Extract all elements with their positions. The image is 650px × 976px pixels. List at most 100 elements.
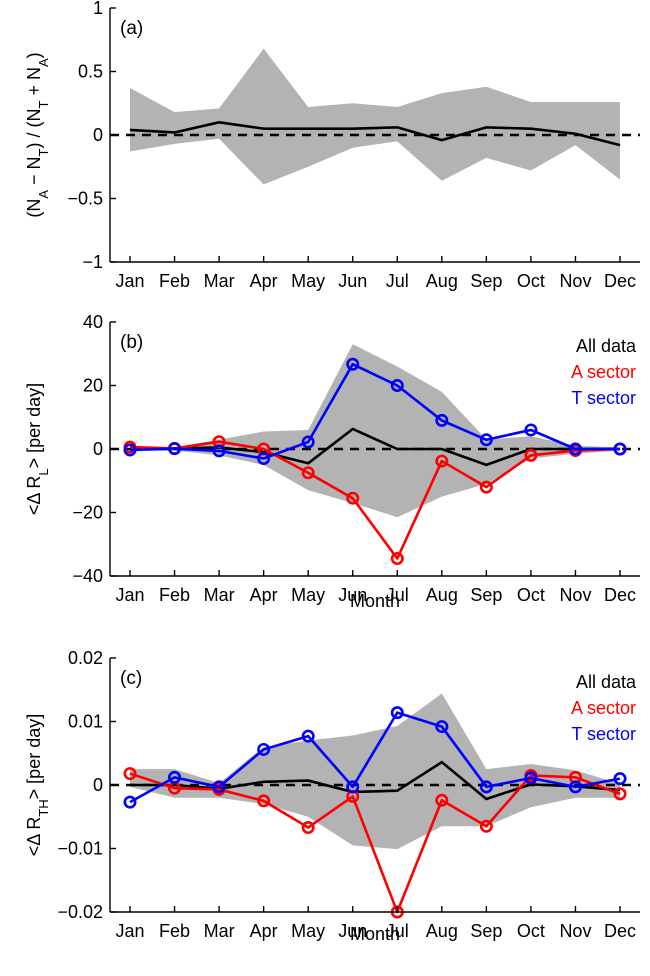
legend-t_sector: T sector (571, 388, 636, 408)
x-tick-label: Mar (204, 585, 235, 605)
data-point-t_sector (390, 378, 404, 392)
data-point-a_sector (613, 787, 627, 801)
y-tick-label: −1 (82, 252, 103, 272)
data-point-a_sector (346, 491, 360, 505)
data-point-a_sector (524, 448, 538, 462)
legend-t_sector: T sector (571, 724, 636, 744)
series-line-t_sector (129, 711, 621, 804)
x-tick-label: Feb (159, 585, 190, 605)
x-tick-label: Feb (159, 271, 190, 291)
data-point-a_sector (257, 794, 271, 808)
x-tick-label: Oct (517, 921, 545, 941)
x-tick-label: Aug (426, 921, 458, 941)
x-tick-label: Dec (604, 585, 636, 605)
x-tick-label: Dec (604, 921, 636, 941)
data-point-a_sector (301, 821, 315, 835)
range-band (130, 48, 620, 185)
data-point-t_sector (524, 771, 538, 785)
y-tick-label: 40 (83, 312, 103, 332)
data-point-a_sector (301, 466, 315, 480)
y-tick-label: −0.5 (67, 189, 103, 209)
y-tick-label: −40 (72, 566, 103, 586)
data-point-t_sector (123, 443, 137, 457)
data-point-t_sector (257, 742, 271, 756)
series-line-t_sector (129, 362, 620, 460)
y-tick-label: 0.02 (68, 648, 103, 668)
x-tick-label: Apr (250, 921, 278, 941)
x-tick-label: Feb (159, 921, 190, 941)
panel-a: −1 −0.5 0 0.5 1 Jan Feb Mar Apr May Jun Jul Aug Sep Oc… (24, 0, 640, 291)
y-tick-label: 0.5 (78, 62, 103, 82)
data-point-a_sector (435, 454, 449, 468)
panel-label: (c) (120, 668, 142, 689)
data-point-t_sector (479, 433, 493, 447)
data-point-a_sector (479, 480, 493, 494)
x-tick-label: Nov (559, 271, 591, 291)
data-point-t_sector (613, 442, 627, 456)
data-point-t_sector (390, 706, 404, 720)
panel-label: (b) (120, 332, 143, 353)
x-tick-label: Oct (517, 585, 545, 605)
data-point-a_sector (435, 793, 449, 807)
data-point-t_sector (301, 435, 315, 449)
x-tick-label: Oct (517, 271, 545, 291)
x-tick-label: Sep (470, 921, 502, 941)
data-point-t_sector (346, 357, 360, 371)
x-tick-label: Sep (470, 271, 502, 291)
y-tick-label: 1 (93, 0, 103, 18)
x-tick-label: May (291, 585, 325, 605)
x-tick-label: Jun (338, 921, 367, 941)
x-tick-label: Jul (386, 585, 409, 605)
y-tick-label: 0 (93, 125, 103, 145)
y-axis-label: <Δ RL> [per day] (24, 383, 51, 515)
y-tick-label: 0.01 (68, 712, 103, 732)
series-line-a_sector (129, 772, 621, 914)
data-point-t_sector (435, 413, 449, 427)
x-tick-label: May (291, 921, 325, 941)
data-point-t_sector (524, 423, 538, 437)
data-point-t_sector (168, 442, 182, 456)
y-tick-label: −0.02 (57, 902, 103, 922)
x-tick-label: Jan (115, 921, 144, 941)
x-tick-label: Jun (338, 271, 367, 291)
x-axis-label: Month (350, 924, 400, 944)
data-point-a_sector (479, 819, 493, 833)
x-tick-label: Mar (204, 271, 235, 291)
data-point-t_sector (212, 444, 226, 458)
y-axis-label: <Δ RTH> [per day] (24, 714, 51, 856)
data-point-t_sector (301, 729, 315, 743)
x-tick-label: Aug (426, 585, 458, 605)
data-point-t_sector (568, 442, 582, 456)
x-tick-label: Jul (386, 271, 409, 291)
x-tick-label: Jan (115, 585, 144, 605)
legend-all: All data (576, 336, 637, 356)
range-band (130, 344, 620, 518)
data-point-a_sector (123, 767, 137, 781)
series-line-all (129, 121, 621, 147)
panel-label: (a) (120, 18, 143, 39)
x-tick-label: Apr (250, 271, 278, 291)
y-axis-label: (NA − NT) / (NT + NA) (24, 52, 51, 217)
x-tick-label: Sep (470, 585, 502, 605)
data-point-t_sector (435, 720, 449, 734)
y-tick-label: −0.01 (57, 839, 103, 859)
series-line-all (129, 427, 620, 467)
data-point-t_sector (613, 772, 627, 786)
panel-b: −40 −20 0 20 40 Jan Feb Mar Apr May Jun Jul Aug Sep Oc… (24, 312, 640, 611)
x-tick-label: May (291, 271, 325, 291)
x-tick-label: Aug (426, 271, 458, 291)
y-tick-label: 0 (93, 775, 103, 795)
y-tick-label: 20 (83, 376, 103, 396)
panel-c: −0.02 −0.01 0 0.01 0.02 Jan Feb Mar Apr May Jun Jul… (24, 648, 640, 944)
data-point-t_sector (212, 780, 226, 794)
data-point-t_sector (346, 780, 360, 794)
y-tick-label: 0 (93, 439, 103, 459)
x-tick-label: Mar (204, 921, 235, 941)
y-tick-label: −20 (72, 503, 103, 523)
x-tick-label: Jan (115, 271, 144, 291)
data-point-t_sector (168, 770, 182, 784)
x-tick-label: Nov (559, 921, 591, 941)
x-tick-label: Jun (338, 585, 367, 605)
x-tick-label: Apr (250, 585, 278, 605)
x-tick-label: Nov (559, 585, 591, 605)
